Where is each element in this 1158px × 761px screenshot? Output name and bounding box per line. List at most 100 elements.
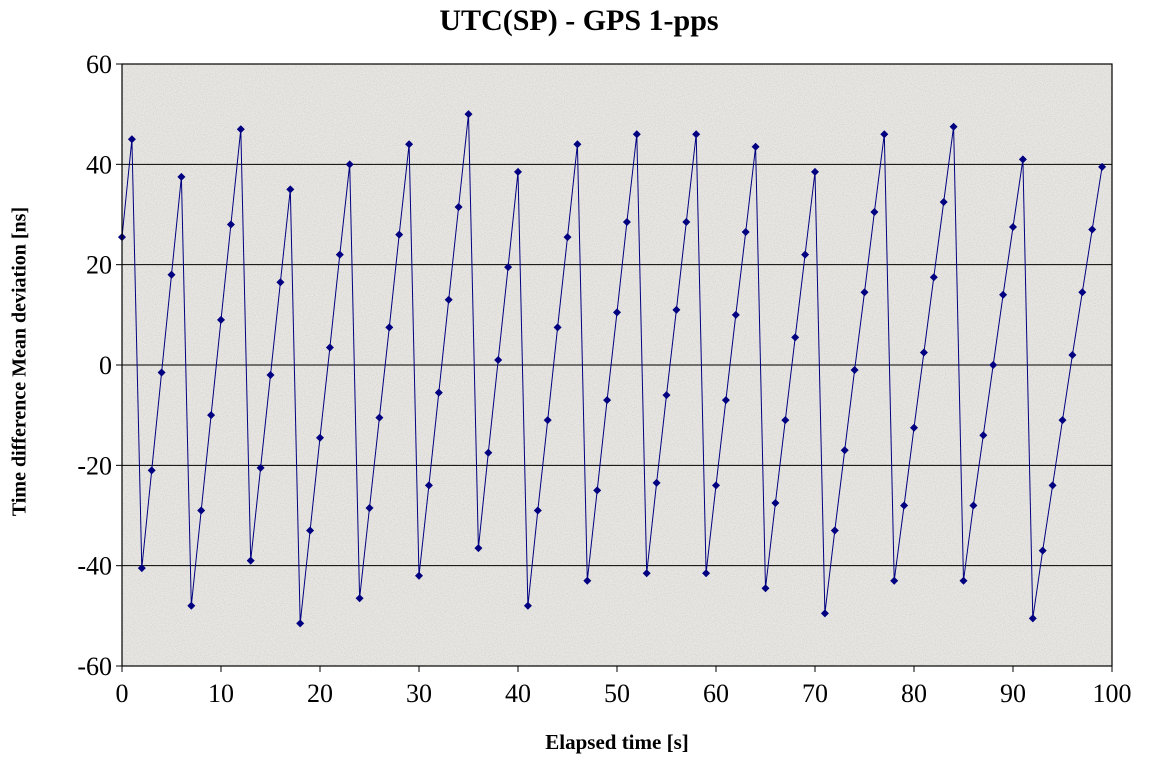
data-point [781,416,790,425]
data-point [613,308,621,317]
data-point [424,481,433,490]
data-point [494,355,503,364]
data-point [692,130,701,139]
x-tick-label: 20 [307,679,333,708]
data-point [1098,162,1107,171]
data-point [296,619,305,628]
data-point [573,140,582,149]
data-point [622,218,631,227]
x-tick-label: 10 [208,679,234,708]
data-point [583,576,592,585]
data-point [751,142,760,151]
data-point [949,122,958,131]
data-point [355,594,364,603]
data-point [840,446,849,455]
data-point [721,396,730,405]
data-point [1038,546,1047,555]
data-point [127,135,136,144]
data-point [830,526,839,535]
data-point [791,333,800,342]
x-tick-label: 90 [1000,679,1026,708]
data-point [652,478,661,487]
chart-title: UTC(SP) - GPS 1-pps [439,4,719,37]
data-point [900,501,909,510]
data-point [919,348,928,357]
data-point [256,463,265,472]
data-point [603,396,612,405]
x-tick-label: 0 [116,679,129,708]
y-tick-label: -60 [77,652,112,681]
data-point [801,250,810,259]
data-point [553,323,562,332]
data-point [929,273,938,282]
data-point [137,564,146,573]
data-point [860,288,869,297]
data-point [444,295,453,304]
data-point [672,305,681,314]
data-point [523,601,532,610]
data-point [345,160,354,169]
data-point [890,576,899,585]
data-point [405,140,414,149]
data-point [266,371,275,380]
x-axis-label: Elapsed time [s] [545,730,689,754]
data-point [910,423,918,432]
data-point [464,110,473,119]
data-point [236,125,245,134]
y-tick-label: 20 [86,251,112,280]
data-point [1078,288,1087,297]
x-tick-label: 100 [1093,679,1132,708]
data-point [969,501,978,510]
data-point [1048,481,1057,490]
data-point [989,361,998,369]
data-point [761,584,770,593]
x-tick-label: 80 [901,679,927,708]
data-point [325,343,334,352]
data-point [642,569,651,578]
data-point [454,202,463,211]
data-point [415,571,423,580]
data-point [1028,614,1037,623]
data-point [207,411,216,420]
data-point [632,130,641,139]
data-point [563,233,572,242]
data-point [484,448,493,457]
data-point [217,315,225,324]
data-point [979,431,988,440]
x-tick-label: 70 [802,679,828,708]
data-point [306,526,315,535]
data-point [504,263,513,272]
data-point [543,416,552,425]
data-point [335,250,344,259]
data-point [385,323,394,332]
x-tick-label: 30 [406,679,432,708]
data-point [593,486,602,495]
series-line [121,114,1103,624]
data-point [820,609,829,618]
data-point [514,167,522,176]
data-point [1009,223,1017,232]
data-point [811,167,819,176]
data-point [365,503,374,512]
data-point [167,270,176,279]
x-tick-label: 50 [604,679,630,708]
data-point [850,366,859,375]
data-point [870,207,879,216]
y-tick-label: -20 [77,451,112,480]
data-point [741,228,750,237]
data-point [533,506,542,515]
data-point [395,230,404,239]
x-tick-label: 40 [505,679,531,708]
y-tick-label: -40 [77,552,112,581]
data-point [1088,225,1097,234]
data-point [1018,155,1027,164]
data-point [959,576,968,585]
data-point [246,556,255,565]
data-point [147,466,156,475]
data-point [771,498,780,507]
data-point [702,569,711,578]
data-point [434,388,443,397]
data-point [197,506,206,515]
data-point [682,218,691,227]
